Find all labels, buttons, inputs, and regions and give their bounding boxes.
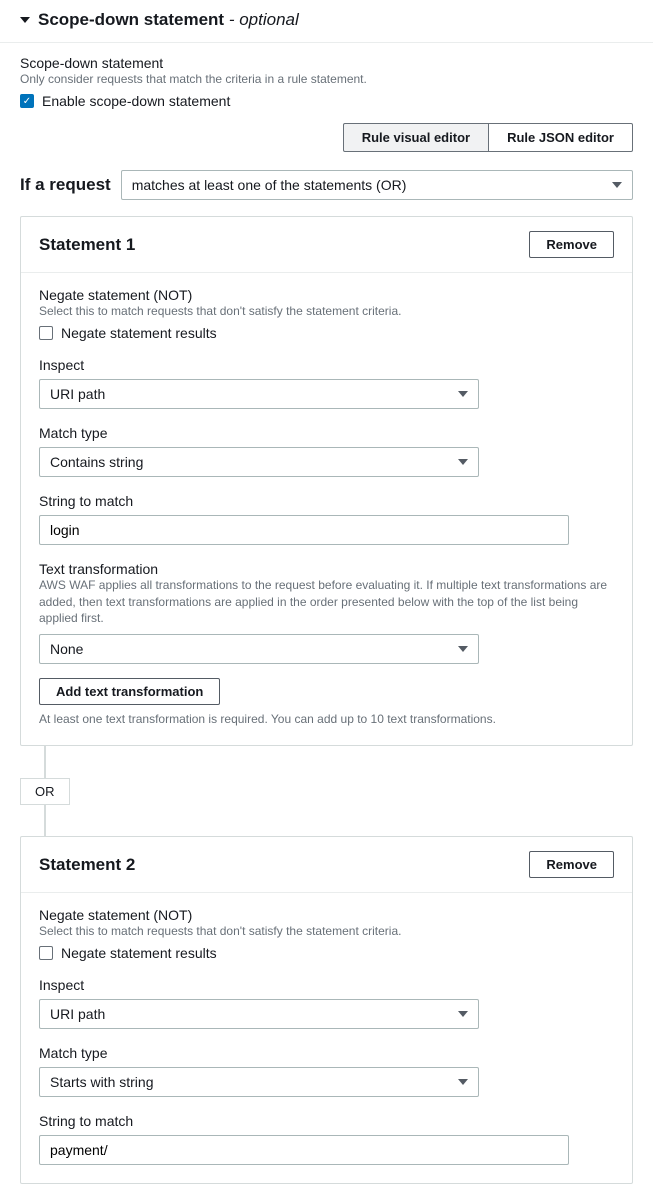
request-condition-row: If a request matches at least one of the… <box>20 170 633 200</box>
negate-row-2[interactable]: Negate statement results <box>39 945 614 961</box>
string-to-match-label: String to match <box>39 493 614 509</box>
inspect-select-1[interactable]: URI path <box>39 379 479 409</box>
section-title: Scope-down statement - optional <box>38 10 299 30</box>
negate-title: Negate statement (NOT) <box>39 287 614 303</box>
add-text-transformation-button[interactable]: Add text transformation <box>39 678 220 705</box>
match-type-select-1[interactable]: Contains string <box>39 447 479 477</box>
section-title-text: Scope-down statement <box>38 10 224 29</box>
text-transform-hint: AWS WAF applies all transformations to t… <box>39 577 614 626</box>
chevron-down-icon <box>458 459 468 465</box>
statement-connector: OR <box>0 746 653 836</box>
editor-toggle-group: Rule visual editor Rule JSON editor <box>20 123 633 152</box>
negate-row-1[interactable]: Negate statement results <box>39 325 614 341</box>
if-request-label: If a request <box>20 175 111 195</box>
match-type-value-2: Starts with string <box>50 1074 153 1090</box>
statement-box-1: Statement 1 Remove Negate statement (NOT… <box>20 216 633 746</box>
string-to-match-label-2: String to match <box>39 1113 614 1129</box>
rule-visual-editor-button[interactable]: Rule visual editor <box>343 123 489 152</box>
negate-hint: Select this to match requests that don't… <box>39 303 614 319</box>
statement-box-2: Statement 2 Remove Negate statement (NOT… <box>20 836 633 1184</box>
inspect-value-2: URI path <box>50 1006 105 1022</box>
scope-label: Scope-down statement <box>20 55 633 71</box>
statement-2-remove-button[interactable]: Remove <box>529 851 614 878</box>
scope-hint: Only consider requests that match the cr… <box>20 71 633 87</box>
inspect-select-2[interactable]: URI path <box>39 999 479 1029</box>
negate-title-2: Negate statement (NOT) <box>39 907 614 923</box>
match-type-label: Match type <box>39 425 614 441</box>
match-type-value-1: Contains string <box>50 454 143 470</box>
negate-checkbox-1[interactable] <box>39 326 53 340</box>
collapse-caret-icon <box>20 17 30 23</box>
enable-scope-checkbox[interactable]: ✓ <box>20 94 34 108</box>
statement-1-remove-button[interactable]: Remove <box>529 231 614 258</box>
inspect-value-1: URI path <box>50 386 105 402</box>
transform-limit-hint: At least one text transformation is requ… <box>39 711 614 727</box>
text-transform-label: Text transformation <box>39 561 614 577</box>
negate-checkbox-2[interactable] <box>39 946 53 960</box>
section-header[interactable]: Scope-down statement - optional <box>0 0 653 43</box>
request-condition-select[interactable]: matches at least one of the statements (… <box>121 170 633 200</box>
match-type-select-2[interactable]: Starts with string <box>39 1067 479 1097</box>
chevron-down-icon <box>458 391 468 397</box>
chevron-down-icon <box>612 182 622 188</box>
enable-scope-row[interactable]: ✓ Enable scope-down statement <box>20 93 633 109</box>
match-type-label-2: Match type <box>39 1045 614 1061</box>
negate-checkbox-label: Negate statement results <box>61 325 217 341</box>
negate-hint-2: Select this to match requests that don't… <box>39 923 614 939</box>
statement-2-title: Statement 2 <box>39 855 135 875</box>
rule-json-editor-button[interactable]: Rule JSON editor <box>489 123 633 152</box>
text-transform-select-1[interactable]: None <box>39 634 479 664</box>
text-transform-value-1: None <box>50 641 83 657</box>
chevron-down-icon <box>458 1079 468 1085</box>
enable-scope-label: Enable scope-down statement <box>42 93 230 109</box>
connector-or-badge: OR <box>20 778 70 805</box>
section-title-optional: - optional <box>224 10 299 29</box>
statement-1-title: Statement 1 <box>39 235 135 255</box>
negate-checkbox-label-2: Negate statement results <box>61 945 217 961</box>
string-to-match-input-2[interactable] <box>39 1135 569 1165</box>
inspect-label: Inspect <box>39 357 614 373</box>
request-condition-value: matches at least one of the statements (… <box>132 177 407 193</box>
string-to-match-input-1[interactable] <box>39 515 569 545</box>
inspect-label-2: Inspect <box>39 977 614 993</box>
chevron-down-icon <box>458 1011 468 1017</box>
chevron-down-icon <box>458 646 468 652</box>
